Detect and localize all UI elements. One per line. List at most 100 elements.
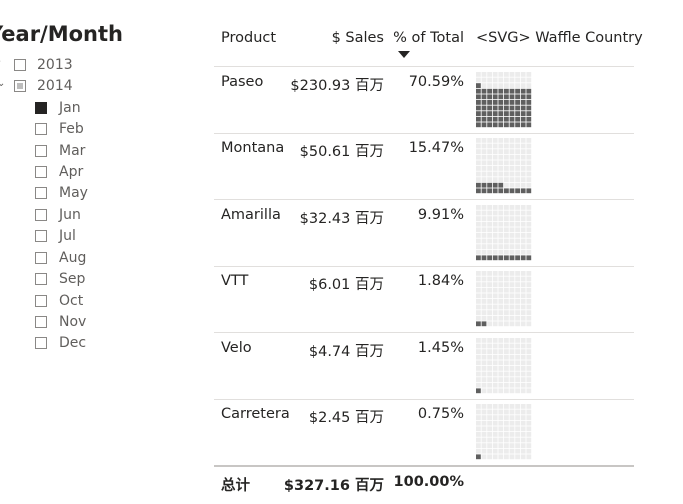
table-row[interactable]: Amarilla $32.43 百万 9.91% — [214, 200, 634, 266]
waffle-cell-filled — [476, 122, 481, 128]
waffle-cell-empty — [526, 244, 532, 249]
waffle-cell-empty — [476, 354, 481, 360]
table-row[interactable]: Carretera $2.45 百万 0.75% — [214, 399, 634, 465]
waffle-cell-filled — [476, 255, 481, 261]
waffle-cell-empty — [487, 149, 492, 154]
month-checkbox[interactable] — [35, 337, 47, 349]
waffle-cell-empty — [520, 276, 526, 282]
expand-chevron-icon[interactable]: › — [0, 57, 5, 67]
waffle-cell-empty — [492, 154, 498, 160]
waffle-cell-empty — [515, 409, 520, 415]
waffle-cell-empty — [487, 177, 492, 182]
waffle-cell-empty — [487, 282, 492, 287]
sales-cell: $6.01 百万 — [308, 277, 384, 293]
waffle-cell-empty — [492, 377, 498, 382]
table-row[interactable]: Montana $50.61 百万 15.47% — [214, 133, 634, 199]
table-row[interactable]: VTT $6.01 百万 1.84% — [214, 266, 634, 332]
waffle-cell-empty — [476, 282, 481, 287]
waffle-cell-empty — [526, 233, 532, 238]
month-checkbox[interactable] — [35, 145, 47, 157]
waffle-cell-empty — [492, 426, 498, 432]
waffle-cell-empty — [481, 221, 487, 227]
month-checkbox[interactable] — [35, 295, 47, 307]
collapse-chevron-icon[interactable]: ⌄ — [0, 78, 6, 89]
column-header-sales[interactable]: $ Sales — [331, 30, 384, 46]
month-checkbox[interactable] — [35, 166, 47, 178]
month-checkbox[interactable] — [35, 230, 47, 242]
waffle-cell-filled — [476, 94, 481, 100]
waffle-cell-empty — [504, 171, 509, 177]
waffle-cell-filled — [504, 116, 509, 122]
waffle-cell-empty — [526, 349, 532, 354]
month-checkbox[interactable] — [35, 273, 47, 285]
waffle-cell-empty — [504, 315, 509, 321]
waffle-cell-empty — [492, 287, 498, 293]
month-checkbox[interactable] — [35, 252, 47, 264]
waffle-cell-empty — [509, 177, 515, 182]
waffle-cell-filled — [487, 111, 492, 116]
month-checkbox[interactable] — [35, 102, 47, 114]
month-checkbox[interactable] — [35, 187, 47, 199]
waffle-cell-empty — [487, 432, 492, 437]
waffle-cell-empty — [515, 138, 520, 143]
waffle-cell-filled — [526, 255, 532, 261]
waffle-cell-empty — [498, 354, 504, 360]
waffle-cell-empty — [526, 276, 532, 282]
waffle-cell-filled — [526, 94, 532, 100]
waffle-cell-empty — [515, 249, 520, 255]
column-header-product[interactable]: Product — [221, 30, 277, 46]
waffle-cell-filled — [509, 100, 515, 105]
waffle-cell-empty — [492, 83, 498, 88]
waffle-cell-empty — [515, 143, 520, 149]
month-label: Oct — [59, 293, 84, 309]
waffle-chart — [476, 205, 532, 261]
column-header-pct[interactable]: % of Total — [393, 30, 464, 46]
waffle-cell-empty — [498, 377, 504, 382]
waffle-cell-empty — [481, 448, 487, 454]
waffle-chart — [476, 271, 532, 327]
waffle-cell-empty — [498, 238, 504, 244]
waffle-cell-empty — [515, 349, 520, 354]
waffle-cell-empty — [515, 160, 520, 166]
waffle-cell-empty — [515, 388, 520, 394]
waffle-cell-empty — [509, 244, 515, 249]
table-row[interactable]: Velo $4.74 百万 1.45% — [214, 333, 634, 399]
waffle-cell-empty — [498, 138, 504, 143]
waffle-cell-filled — [487, 122, 492, 128]
waffle-cell-filled — [515, 94, 520, 100]
waffle-cell-empty — [520, 388, 526, 394]
waffle-cell-empty — [504, 182, 509, 188]
waffle-cell-filled — [520, 88, 526, 94]
waffle-cell-empty — [481, 299, 487, 304]
table-row[interactable]: Paseo $230.93 百万 70.59% — [214, 67, 634, 133]
waffle-cell-empty — [520, 160, 526, 166]
waffle-cell-empty — [481, 415, 487, 420]
waffle-cell-empty — [520, 426, 526, 432]
waffle-cell-empty — [481, 271, 487, 276]
month-checkbox[interactable] — [35, 209, 47, 221]
waffle-cell-empty — [487, 293, 492, 299]
waffle-cell-empty — [492, 276, 498, 282]
waffle-cell-empty — [509, 310, 515, 315]
waffle-cell-empty — [487, 143, 492, 149]
year-2013-checkbox[interactable] — [14, 59, 26, 71]
month-label: Aug — [59, 250, 87, 266]
waffle-cell-filled — [515, 255, 520, 261]
waffle-cell-empty — [498, 249, 504, 255]
waffle-cell-empty — [520, 138, 526, 143]
waffle-cell-empty — [498, 315, 504, 321]
waffle-cell-empty — [520, 343, 526, 349]
waffle-cell-empty — [504, 382, 509, 388]
waffle-cell-filled — [526, 105, 532, 111]
waffle-cell-empty — [509, 415, 515, 420]
waffle-cell-empty — [492, 420, 498, 426]
sales-cell: $50.61 百万 — [299, 144, 384, 160]
month-checkbox[interactable] — [35, 316, 47, 328]
waffle-cell-empty — [526, 354, 532, 360]
waffle-cell-empty — [498, 310, 504, 315]
waffle-cell-empty — [526, 437, 532, 443]
waffle-cell-empty — [498, 276, 504, 282]
year-2014-checkbox[interactable] — [14, 80, 26, 92]
month-checkbox[interactable] — [35, 123, 47, 135]
column-header-waffle[interactable]: <SVG> Waffle Country — [476, 30, 643, 46]
